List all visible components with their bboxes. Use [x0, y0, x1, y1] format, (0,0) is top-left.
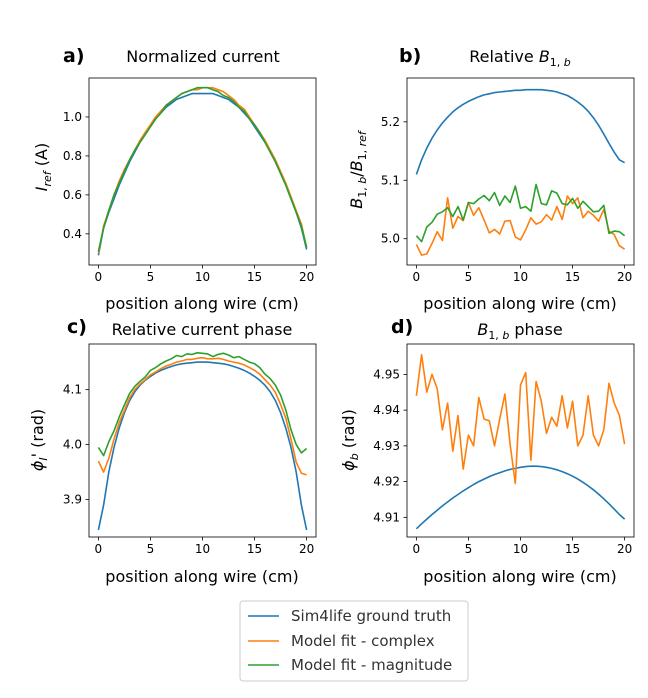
title-a: Normalized current — [126, 47, 280, 66]
series-line-complex — [97, 356, 307, 476]
panel-label-b: b) — [399, 45, 421, 67]
series-line-complex — [97, 86, 308, 254]
x-tick-label: 5 — [465, 542, 473, 556]
x-tick-label: 20 — [617, 542, 632, 556]
title-b: Relative B1, b — [469, 47, 571, 69]
x-tick-label: 10 — [195, 270, 210, 284]
axes-frame — [88, 343, 317, 538]
panel-label-a: a) — [63, 45, 85, 67]
ylabel-b: B1, b/B1, ref — [347, 129, 369, 209]
panel-d: d) B1, b phase 0 5 10 15 20 4.91 4.92 4.93 4.94 4… — [339, 316, 635, 586]
x-tick-label: 15 — [247, 270, 262, 284]
x-tick-label: 20 — [617, 270, 632, 284]
xlabel-c: position along wire (cm) — [105, 567, 298, 586]
y-tick-label: 4.91 — [373, 510, 400, 524]
x-tick-label: 0 — [95, 542, 103, 556]
legend-label-magnitude: Model fit - magnitude — [291, 656, 452, 674]
x-tick-label: 0 — [413, 270, 421, 284]
xlabel-d: position along wire (cm) — [423, 567, 616, 586]
x-tick-label: 15 — [565, 542, 580, 556]
x-tick-label: 0 — [95, 270, 103, 284]
y-tick-label: 4.95 — [373, 367, 400, 381]
plot-a: 0 5 10 15 20 0.4 0.6 0.8 1.0 — [63, 77, 317, 284]
series-line-complex — [415, 195, 626, 256]
x-tick-label: 15 — [565, 270, 580, 284]
x-tick-label: 20 — [299, 542, 314, 556]
series-line-ground-truth — [415, 465, 626, 530]
y-tick-label: 0.4 — [63, 227, 82, 241]
y-tick-label: 4.0 — [63, 438, 82, 452]
y-tick-label: 4.94 — [373, 403, 400, 417]
y-tick-label: 5.0 — [381, 232, 400, 246]
x-tick-label: 10 — [513, 270, 528, 284]
title-d: B1, b phase — [477, 320, 562, 342]
panel-a: a) Normalized current 0 5 10 15 20 0.4 0.6 0.8 1… — [32, 45, 317, 313]
x-tick-label: 5 — [147, 542, 155, 556]
y-tick-label: 4.93 — [373, 439, 400, 453]
series-line-ground-truth — [97, 92, 308, 256]
panel-c: c) Relative current phase 0 5 10 15 20 3.9 4.0… — [28, 316, 317, 586]
legend-box — [239, 600, 469, 682]
legend-label-complex: Model fit - complex — [291, 632, 435, 650]
x-tick-label: 0 — [413, 542, 421, 556]
y-tick-label: 4.1 — [63, 383, 82, 397]
y-tick-label: 5.1 — [381, 173, 400, 187]
plot-b: 0 5 10 15 20 5.0 5.1 5.2 — [381, 77, 635, 284]
y-tick-label: 4.92 — [373, 475, 400, 489]
legend-label-ground-truth: Sim4life ground truth — [291, 607, 451, 625]
series-line-magnitude — [97, 351, 308, 457]
panel-label-d: d) — [391, 316, 413, 338]
y-tick-label: 0.6 — [63, 188, 82, 202]
x-tick-label: 10 — [513, 542, 528, 556]
ylabel-a: Iref (A) — [32, 143, 54, 191]
x-tick-label: 15 — [247, 542, 262, 556]
title-c: Relative current phase — [112, 320, 293, 339]
x-tick-label: 20 — [299, 270, 314, 284]
x-tick-label: 5 — [147, 270, 155, 284]
y-tick-label: 1.0 — [63, 110, 82, 124]
series-line-complex — [415, 353, 626, 485]
legend: Sim4life ground truth Model fit - comple… — [239, 600, 469, 682]
x-tick-label: 5 — [465, 270, 473, 284]
y-tick-label: 5.2 — [381, 115, 400, 129]
y-tick-label: 0.8 — [63, 149, 82, 163]
series-line-ground-truth — [415, 88, 625, 175]
series-line-magnitude — [97, 86, 308, 252]
xlabel-a: position along wire (cm) — [105, 294, 298, 313]
panel-b: b) Relative B1, b 0 5 10 15 20 5.0 5.1 5.2 posi… — [347, 45, 635, 313]
x-tick-label: 10 — [195, 542, 210, 556]
series-line-ground-truth — [97, 361, 308, 531]
series-line-magnitude — [415, 183, 626, 243]
panel-label-c: c) — [67, 316, 87, 338]
y-tick-label: 3.9 — [63, 493, 82, 507]
xlabel-b: position along wire (cm) — [423, 294, 616, 313]
plot-c: 0 5 10 15 20 3.9 4.0 4.1 — [63, 343, 317, 556]
ylabel-d: ϕb (rad) — [339, 409, 361, 471]
plot-d: 0 5 10 15 20 4.91 4.92 4.93 4.94 4.95 — [373, 343, 635, 556]
ylabel-c: ϕI' (rad) — [28, 409, 50, 471]
